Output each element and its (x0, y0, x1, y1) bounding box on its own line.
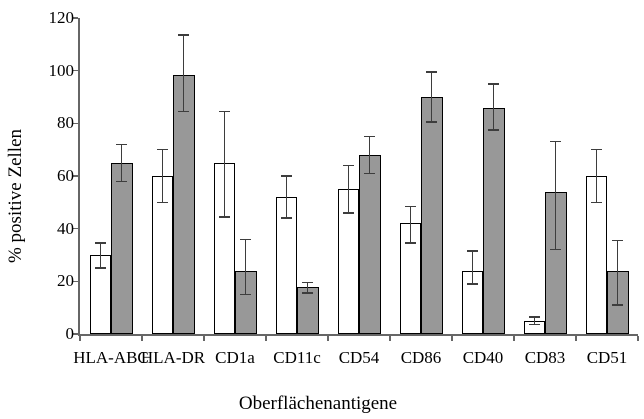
error-bar-cap-low-gray-CD40 (488, 129, 500, 131)
x-category-label: CD51 (586, 348, 628, 367)
x-category-label: CD83 (524, 348, 566, 367)
error-bar-cap-low-gray-CD86 (426, 121, 438, 123)
y-tick (73, 175, 78, 177)
y-tick-label: 20 (57, 271, 74, 291)
y-axis (78, 18, 80, 336)
error-bar-cap-low-gray-CD1a (240, 293, 252, 296)
x-category-label: CD54 (338, 348, 380, 367)
error-bar-line-white-CD54 (347, 165, 349, 213)
error-bar-cap-high-white-CD54 (342, 164, 354, 167)
error-bar-cap-high-gray-CD86 (426, 71, 438, 73)
error-bar-line-white-HLA-DR (161, 149, 163, 203)
error-bar-cap-high-white-CD40 (466, 250, 478, 252)
error-bar-line-gray-CD54 (369, 136, 371, 174)
error-bar-cap-high-gray-HLA-ABC (116, 143, 128, 146)
error-bar-line-white-CD83 (533, 316, 535, 325)
y-tick (73, 280, 78, 283)
error-bar-cap-low-white-CD83 (528, 324, 540, 326)
error-bar-cap-low-white-CD51 (590, 201, 602, 204)
error-bar-cap-high-white-CD83 (528, 316, 540, 318)
error-bar-cap-low-gray-CD51 (612, 304, 624, 306)
x-axis-title: Oberflächenantigene (238, 393, 398, 414)
error-bar-cap-high-white-CD86 (404, 205, 416, 207)
y-tick (73, 122, 78, 125)
x-category-label: CD1a (215, 348, 255, 367)
x-tick (575, 336, 577, 341)
error-bar-cap-high-gray-CD40 (488, 83, 500, 85)
error-bar-cap-low-white-HLA-DR (156, 201, 168, 204)
x-tick (265, 336, 267, 341)
y-tick-label: 120 (48, 8, 75, 27)
y-tick-label: 0 (65, 324, 75, 343)
x-tick (513, 336, 515, 341)
error-bar-line-gray-CD83 (555, 141, 557, 250)
error-bar-line-white-CD11c (285, 176, 287, 219)
x-tick (389, 336, 391, 341)
error-bar-cap-low-white-CD11c (280, 217, 292, 219)
error-bar-line-gray-CD51 (617, 240, 619, 306)
error-bar-line-gray-CD11c (307, 282, 309, 294)
error-bar-cap-high-white-HLA-ABC (94, 242, 106, 244)
bar-gray-CD54 (359, 154, 381, 334)
error-bar-cap-low-white-HLA-ABC (94, 267, 106, 269)
error-bar-cap-low-gray-CD83 (550, 249, 562, 251)
y-tick-label: 80 (57, 113, 74, 133)
error-bar-line-gray-HLA-DR (183, 35, 185, 112)
x-category-label: CD11c (273, 348, 321, 367)
x-tick (203, 336, 205, 341)
x-tick (637, 336, 639, 341)
error-bar-cap-high-gray-CD1a (240, 238, 252, 240)
x-category-label: CD40 (462, 348, 504, 367)
error-bar-cap-high-gray-CD83 (550, 141, 562, 143)
error-bar-cap-high-white-CD11c (280, 175, 292, 177)
y-tick-label: 100 (48, 60, 75, 80)
error-bar-line-white-CD40 (471, 251, 473, 284)
x-tick (451, 336, 453, 341)
error-bar-cap-high-gray-HLA-DR (178, 34, 190, 36)
error-bar-cap-low-gray-CD11c (302, 292, 314, 294)
x-category-label: HLA-DR (140, 348, 206, 367)
error-bar-cap-low-white-CD1a (218, 216, 230, 218)
x-axis (78, 334, 638, 336)
bar-gray-CD86 (421, 97, 443, 334)
bar-gray-HLA-DR (173, 74, 195, 334)
y-tick-label: 60 (57, 166, 74, 185)
error-bar-cap-low-white-CD86 (404, 242, 416, 244)
error-bar-line-white-CD1a (223, 111, 225, 217)
error-bar-line-gray-CD86 (431, 71, 433, 122)
error-bar-line-gray-CD1a (245, 239, 247, 295)
y-tick (73, 69, 78, 72)
error-bar-line-white-CD51 (595, 149, 597, 203)
error-bar-cap-low-gray-HLA-ABC (116, 180, 128, 182)
error-bar-line-gray-HLA-ABC (121, 144, 123, 182)
y-tick-label: 40 (57, 218, 74, 238)
y-tick (73, 17, 78, 19)
error-bar-cap-high-white-HLA-DR (156, 148, 168, 151)
bar-gray-CD40 (483, 107, 505, 334)
x-tick (327, 336, 329, 341)
error-bar-line-gray-CD40 (493, 83, 495, 130)
bar-gray-HLA-ABC (111, 162, 133, 334)
x-category-label: HLA-ABC (73, 348, 149, 367)
error-bar-cap-low-white-CD54 (342, 212, 354, 214)
error-bar-line-white-HLA-ABC (99, 243, 101, 269)
error-bar-cap-high-gray-CD54 (364, 135, 376, 138)
error-bar-cap-high-white-CD1a (218, 110, 230, 113)
x-tick (79, 336, 81, 341)
error-bar-cap-low-gray-CD54 (364, 172, 376, 175)
y-tick (73, 333, 78, 335)
error-bar-cap-low-white-CD40 (466, 283, 478, 285)
error-bar-cap-high-gray-CD11c (302, 281, 314, 284)
x-category-label: CD86 (400, 348, 442, 367)
y-tick (73, 227, 78, 230)
error-bar-cap-low-gray-HLA-DR (178, 110, 190, 113)
error-bar-cap-high-gray-CD51 (612, 239, 624, 242)
x-tick (141, 336, 143, 341)
error-bar-line-white-CD86 (409, 206, 411, 244)
error-bar-cap-high-white-CD51 (590, 148, 602, 151)
